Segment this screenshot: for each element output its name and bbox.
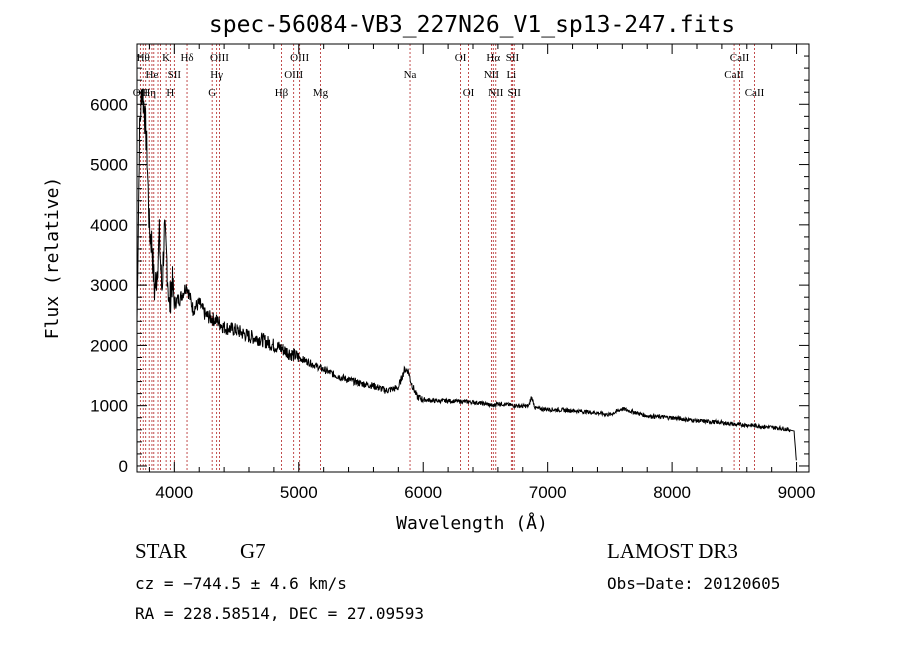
x-tick-label: 7000 xyxy=(529,483,567,502)
redshift-cz: cz = −744.5 ± 4.6 km/s xyxy=(135,574,347,593)
line-label: OIII xyxy=(210,52,229,64)
y-tick-label: 0 xyxy=(119,457,128,476)
x-tick-label: 5000 xyxy=(280,483,318,502)
line-label: G xyxy=(208,87,216,99)
y-tick-label: 5000 xyxy=(90,156,128,175)
line-label: NII xyxy=(484,69,500,81)
line-label: OIII xyxy=(284,69,303,81)
y-tick-label: 3000 xyxy=(90,276,128,295)
line-label: H xyxy=(166,87,174,99)
x-tick-label: 9000 xyxy=(778,483,816,502)
line-label: OI xyxy=(455,52,467,64)
y-tick-label: 1000 xyxy=(90,397,128,416)
line-label: K xyxy=(162,52,170,64)
chart-title: spec-56084-VB3_227N26_V1_sp13-247.fits xyxy=(209,12,735,38)
spectral-line-markers xyxy=(139,44,755,472)
x-tick-label: 6000 xyxy=(404,483,442,502)
y-tick-label: 4000 xyxy=(90,216,128,235)
plot-frame xyxy=(136,43,810,473)
line-label: Hα xyxy=(486,52,500,64)
object-class: STAR xyxy=(135,539,187,563)
line-label: Hγ xyxy=(210,69,223,81)
line-label: OI xyxy=(463,87,475,99)
line-label: SII xyxy=(507,87,521,99)
line-label: SII xyxy=(506,52,520,64)
line-label: CaII xyxy=(745,87,765,99)
line-label: OIII xyxy=(290,52,309,64)
x-axis-ticks: 4000 5000 6000 7000 8000 9000 xyxy=(148,44,816,502)
y-axis-ticks: 0 1000 2000 3000 4000 5000 6000 xyxy=(90,55,809,476)
line-label: Na xyxy=(404,69,417,81)
line-label: CaII xyxy=(730,52,750,64)
observation-date: Obs−Date: 20120605 xyxy=(607,574,780,593)
line-label: Hη xyxy=(142,87,156,99)
line-label: CaII xyxy=(724,69,744,81)
coordinates: RA = 228.58514, DEC = 27.09593 xyxy=(135,604,424,623)
y-tick-label: 6000 xyxy=(90,95,128,114)
x-tick-label: 8000 xyxy=(653,483,691,502)
line-label: He xyxy=(146,69,159,81)
x-axis-label: Wavelength (Å) xyxy=(396,512,548,534)
subclass: G7 xyxy=(240,539,266,563)
line-label: Li xyxy=(506,69,516,81)
spectral-line-labels: OIIHθHηHeKHSIIHδGHγOIIIHβOIIIOIIIMgNaOIO… xyxy=(133,52,765,99)
line-label: Hδ xyxy=(180,52,193,64)
line-label: Mg xyxy=(313,87,329,99)
x-tick-label: 4000 xyxy=(155,483,193,502)
line-label: NII xyxy=(488,87,504,99)
line-label: Hβ xyxy=(275,87,289,99)
line-label: Hθ xyxy=(137,52,150,64)
line-label: SII xyxy=(168,69,182,81)
flux-series-line xyxy=(136,88,797,461)
survey-name: LAMOST DR3 xyxy=(607,539,738,563)
y-tick-label: 2000 xyxy=(90,336,128,355)
y-axis-label: Flux (relative) xyxy=(42,177,63,340)
